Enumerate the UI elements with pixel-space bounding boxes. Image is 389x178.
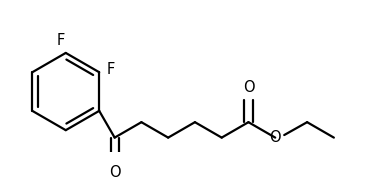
Text: F: F [56,33,65,48]
Text: O: O [109,165,121,178]
Text: F: F [107,62,115,77]
Text: O: O [270,130,281,145]
Text: O: O [243,80,254,95]
